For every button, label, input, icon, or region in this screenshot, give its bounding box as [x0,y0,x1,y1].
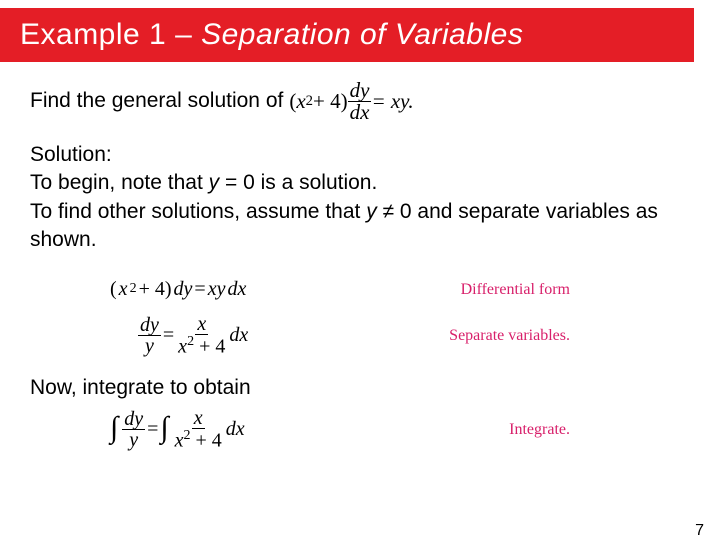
dy-dx-fraction: dy dx [348,80,372,123]
find-lead: Find the general solution of [30,87,283,115]
integral-icon-2: ∫ [160,408,168,449]
eq1-open: ( [110,276,117,303]
eq1-dy: dy [174,276,193,303]
eq-mid: + 4) [313,87,348,115]
title-italic: Separation of Variables [201,18,523,51]
eq-line-1: (x2 + 4) dy = xy dx Differential form [110,266,690,312]
eq1-annotation: Differential form [461,279,570,301]
eq2-rhs-num: x [195,314,208,335]
eq1-dx: dx [227,276,246,303]
eq1-eq: = [194,276,205,303]
eq2-rhs-frac: x x2 + 4 [176,314,227,357]
eq-line-3: ∫ dy y = ∫ x x2 + 4 dx Integrate. [110,407,690,453]
sol-l2a: To find other solutions, assume that [30,200,366,223]
eq1-sup: 2 [130,280,137,299]
solution-block: Solution: To begin, note that y = 0 is a… [30,141,690,254]
content-area: Find the general solution of (x2 + 4) dy… [0,62,720,453]
find-line: Find the general solution of (x2 + 4) dy… [30,80,690,123]
eq2-den-sup: 2 [187,334,194,349]
title-prefix: Example 1 – [20,18,201,51]
eq2-den-tail: + 4 [194,336,225,358]
integral-icon-1: ∫ [110,408,118,449]
eq3-annotation: Integrate. [509,419,570,441]
eq3-rhs-den: x2 + 4 [173,429,224,451]
now-integrate: Now, integrate to obtain [30,374,690,402]
derivation-area: (x2 + 4) dy = xy dx Differential form dy… [110,266,690,358]
title-banner: Example 1 – Separation of Variables [0,8,694,62]
eq3-eq: = [147,416,158,443]
eq2-lhs-frac: dy y [138,315,161,356]
eq3-lhs-den: y [127,430,140,450]
sol-l1a: To begin, note that [30,171,209,194]
eq2-formula: dy y = x x2 + 4 dx [138,314,248,357]
given-equation: (x2 + 4) dy dx = xy. [289,80,413,123]
eq-rhs: = xy. [371,87,413,115]
eq-sup: 2 [306,92,313,112]
eq-x: x [296,87,305,115]
page-number: 7 [695,522,704,540]
frac-den: dx [348,102,372,123]
eq3-rhs-num: x [192,408,205,429]
eq1-mid: + 4) [139,276,172,303]
eq2-dx: dx [229,322,248,349]
eq1-x: x [119,276,128,303]
eq3-dx: dx [226,416,245,443]
integrate-area: ∫ dy y = ∫ x x2 + 4 dx Integrate. [110,407,690,453]
solution-line-1: To begin, note that y = 0 is a solution. [30,169,690,197]
eq-line-2: dy y = x x2 + 4 dx Separate variables. [110,312,690,358]
eq2-lhs-den: y [143,336,156,356]
solution-heading: Solution: [30,141,690,169]
frac-num: dy [348,80,372,102]
eq2-rhs-den: x2 + 4 [176,335,227,357]
eq2-lhs-num: dy [138,315,161,336]
sol-l2-y: y [366,200,377,223]
eq1-xy: xy [208,276,226,303]
eq3-den-x: x [175,430,184,452]
sol-l1b: = 0 is a solution. [219,171,377,194]
solution-line-2: To find other solutions, assume that y ≠… [30,198,690,255]
eq3-den-tail: + 4 [191,430,222,452]
eq2-den-x: x [178,336,187,358]
eq1-formula: (x2 + 4) dy = xy dx [110,276,246,303]
eq3-lhs-frac: dy y [122,409,145,450]
eq3-den-sup: 2 [184,428,191,443]
eq2-annotation: Separate variables. [449,325,570,347]
eq3-rhs-frac: x x2 + 4 [173,408,224,451]
eq3-formula: ∫ dy y = ∫ x x2 + 4 dx [110,408,245,451]
eq3-lhs-num: dy [122,409,145,430]
sol-l1-y: y [209,171,220,194]
eq2-eq: = [163,322,174,349]
